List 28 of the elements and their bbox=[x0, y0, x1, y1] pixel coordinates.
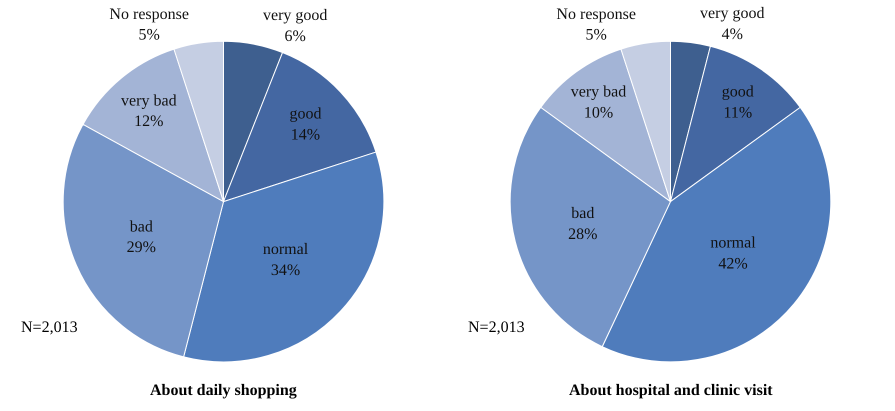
data-label: 34% bbox=[270, 262, 300, 279]
text: N=2,013 bbox=[468, 319, 525, 336]
slice-label: normal bbox=[710, 234, 756, 252]
data-label: 10% bbox=[584, 104, 614, 122]
data-label: 6% bbox=[284, 28, 306, 45]
slice-label: good bbox=[289, 106, 322, 123]
slice-label: very good bbox=[700, 5, 764, 22]
slice-label: very bad bbox=[570, 84, 626, 101]
slice-label: No response bbox=[109, 6, 189, 23]
slice-label: good bbox=[722, 84, 754, 101]
data-label: 14% bbox=[290, 126, 320, 144]
text: N=2,013 bbox=[21, 319, 78, 336]
slice-label: bad bbox=[571, 205, 594, 222]
slice-label: bad bbox=[130, 218, 153, 236]
data-label: 11% bbox=[723, 104, 752, 122]
data-label: 12% bbox=[134, 113, 164, 130]
data-label: 4% bbox=[722, 26, 743, 43]
data-label: 5% bbox=[586, 26, 607, 44]
data-label: 28% bbox=[568, 226, 598, 244]
slice-label: very bad bbox=[121, 92, 177, 110]
data-label: 5% bbox=[138, 26, 160, 44]
text: About hospital and clinic visit bbox=[569, 382, 774, 399]
slice-label: very good bbox=[262, 6, 328, 24]
slice-label: normal bbox=[262, 241, 309, 258]
data-label: 42% bbox=[718, 255, 748, 272]
text: About daily shopping bbox=[150, 382, 297, 399]
data-label: 29% bbox=[126, 239, 156, 256]
slice-label: No response bbox=[556, 6, 636, 23]
